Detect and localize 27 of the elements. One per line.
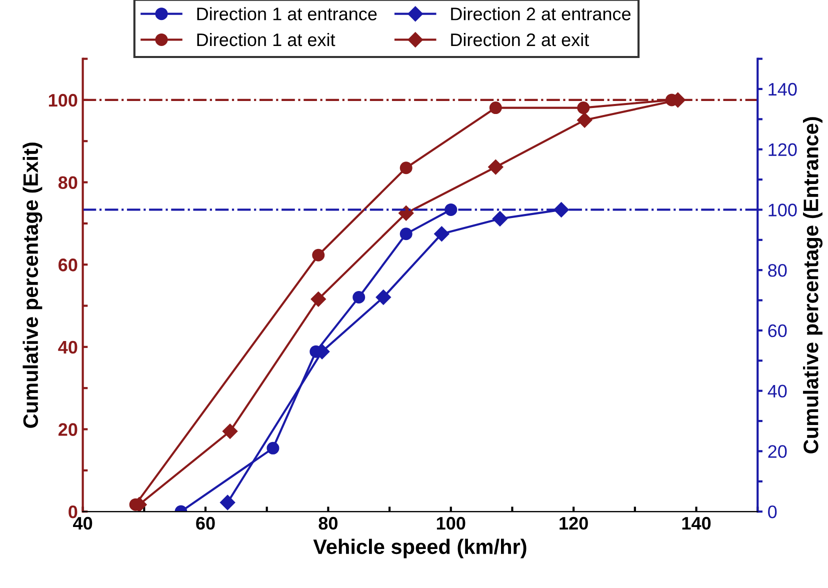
y2-tick-label: 140 bbox=[768, 82, 797, 96]
x-tick-label: 80 bbox=[318, 516, 338, 530]
y-tick-label: 80 bbox=[58, 176, 78, 189]
legend-label: Direction 2 at exit bbox=[451, 32, 590, 46]
legend-label: Direction 2 at entrance bbox=[451, 7, 631, 20]
y2-tick-label: 120 bbox=[768, 143, 797, 156]
x-tick-label: 120 bbox=[560, 516, 588, 530]
x-tick-label: 40 bbox=[73, 516, 92, 530]
x-tick-label: 140 bbox=[682, 516, 711, 530]
y-axis-title: Cumulative percentage (Exit) bbox=[22, 142, 42, 428]
legend-label: Direction 1 at entrance bbox=[197, 7, 377, 20]
y2-tick-label: 80 bbox=[768, 264, 787, 277]
y2-tick-label: 20 bbox=[768, 445, 787, 458]
y2-tick-label: 100 bbox=[768, 204, 797, 216]
y-tick-label: 20 bbox=[58, 423, 78, 436]
x-tick-label: 60 bbox=[196, 516, 215, 530]
y-tick-label: 100 bbox=[48, 94, 78, 107]
y2-axis-title: Cumulative percentage (Entrance) bbox=[803, 117, 823, 454]
y2-tick-label: 0 bbox=[768, 505, 777, 518]
y-tick-label: 0 bbox=[68, 505, 78, 518]
y-tick-label: 40 bbox=[58, 340, 78, 354]
legend-label: Direction 1 at exit bbox=[197, 32, 336, 46]
y2-tick-label: 60 bbox=[768, 324, 787, 338]
y2-tick-label: 40 bbox=[768, 384, 787, 398]
y-tick-label: 60 bbox=[58, 258, 78, 272]
x-tick-label: 100 bbox=[436, 516, 466, 530]
x-axis-title: Vehicle speed (km/hr) bbox=[313, 538, 526, 558]
